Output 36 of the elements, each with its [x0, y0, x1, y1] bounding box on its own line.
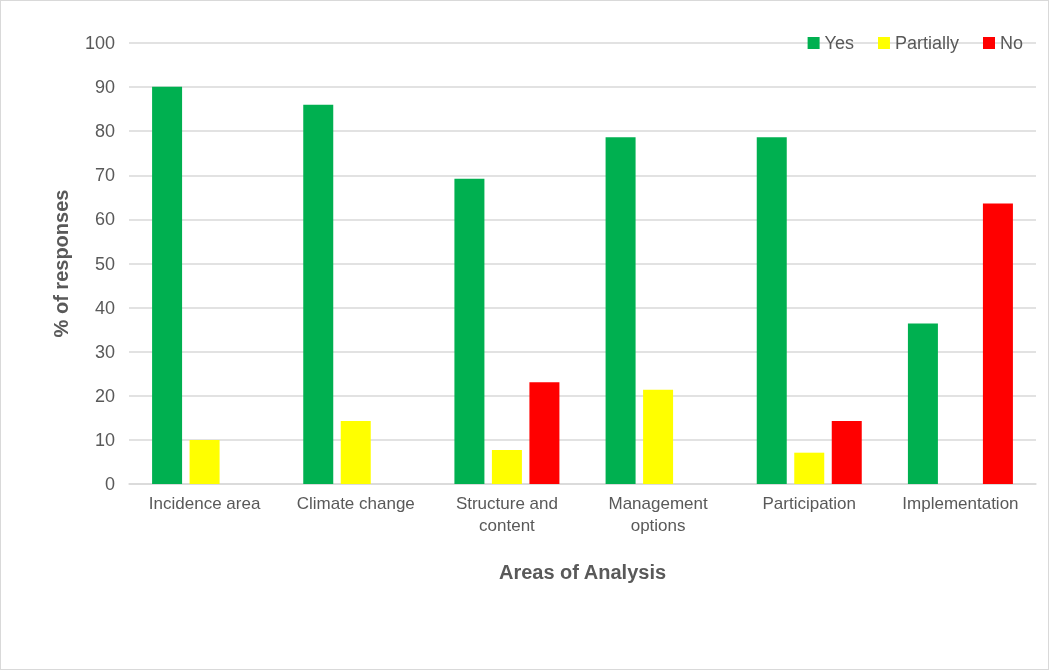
y-tick-label: 70 — [94, 165, 115, 186]
legend-label: Partially — [894, 33, 959, 53]
y-tick-label: 50 — [94, 253, 115, 274]
y-tick-label: 100 — [84, 33, 115, 53]
x-tick-label: Participation — [762, 493, 857, 513]
bar — [491, 450, 522, 484]
x-tick-label: Implementation — [902, 493, 1019, 513]
x-tick-label: Management options — [608, 493, 708, 535]
x-tick-label: Structure and content — [455, 493, 558, 535]
y-tick-label: 30 — [94, 341, 115, 362]
x-tick-label: Climate change — [296, 493, 415, 513]
bar — [454, 178, 485, 484]
bar — [189, 439, 220, 484]
y-tick-label: 90 — [94, 77, 115, 98]
bar — [605, 137, 636, 484]
bar — [529, 382, 560, 484]
y-tick-label: 80 — [94, 121, 115, 142]
bar — [152, 86, 183, 484]
y-tick-label: 40 — [94, 297, 115, 318]
bar — [907, 323, 938, 484]
bar — [982, 203, 1013, 484]
x-axis-title: Areas of Analysis — [498, 561, 667, 583]
y-tick-label: 10 — [94, 429, 115, 450]
bar — [831, 420, 862, 484]
y-tick-label: 60 — [94, 209, 115, 230]
bar — [303, 104, 334, 484]
legend-label: Yes — [824, 33, 854, 53]
x-tick-label: Incidence area — [148, 493, 261, 513]
bar — [756, 137, 787, 484]
bar — [794, 452, 825, 484]
y-tick-label: 20 — [94, 385, 115, 406]
y-tick-label: 0 — [104, 474, 115, 494]
legend-label: No — [999, 33, 1024, 53]
bar — [643, 389, 674, 484]
bar — [340, 420, 371, 484]
y-axis-title: % of responses — [50, 189, 72, 338]
